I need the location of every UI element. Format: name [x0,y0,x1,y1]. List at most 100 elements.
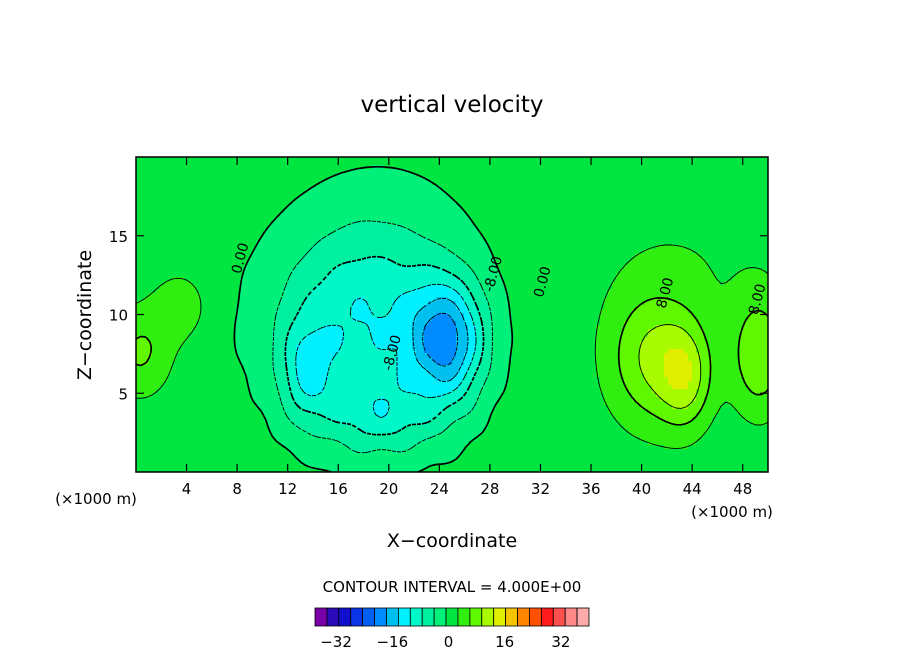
field-cell [220,321,225,326]
field-cell [176,437,181,442]
field-cell [236,189,241,194]
field-cell [300,325,305,330]
field-cell [204,189,209,194]
field-cell [228,397,233,402]
field-cell [188,409,193,414]
field-cell [252,261,257,266]
field-cell [384,453,389,458]
field-cell [260,373,265,378]
field-cell [324,309,329,314]
field-cell [136,349,141,354]
field-cell [180,257,185,262]
field-cell [140,321,145,326]
field-cell [220,161,225,166]
field-cell [260,361,265,366]
field-cell [384,365,389,370]
field-cell [376,397,381,402]
field-cell [248,265,253,270]
field-cell [208,337,213,342]
field-cell [344,173,349,178]
field-cell [176,345,181,350]
field-cell [272,273,277,278]
field-cell [224,361,229,366]
field-cell [140,161,145,166]
field-cell [268,329,273,334]
field-cell [364,453,369,458]
field-cell [228,329,233,334]
field-cell [256,425,261,430]
field-cell [200,281,205,286]
field-cell [376,233,381,238]
field-cell [312,261,317,266]
field-cell [180,413,185,418]
field-cell [192,245,197,250]
field-cell [368,209,373,214]
field-cell [336,209,341,214]
field-cell [312,441,317,446]
field-cell [372,365,377,370]
field-cell [352,189,357,194]
field-cell [384,269,389,274]
field-cell [340,353,345,358]
field-cell [156,369,161,374]
field-cell [368,257,373,262]
field-cell [284,293,289,298]
field-cell [292,441,297,446]
field-cell [232,373,237,378]
field-cell [336,281,341,286]
field-cell [232,273,237,278]
field-cell [356,409,361,414]
field-cell [320,425,325,430]
field-cell [188,301,193,306]
field-cell [372,177,377,182]
field-cell [204,461,209,466]
field-cell [368,317,373,322]
field-cell [252,349,257,354]
field-cell [336,317,341,322]
field-cell [212,325,217,330]
field-cell [360,273,365,278]
field-cell [256,321,261,326]
field-cell [160,433,165,438]
field-cell [244,217,249,222]
field-cell [252,345,257,350]
field-cell [276,253,281,258]
field-cell [292,461,297,466]
field-cell [380,193,385,198]
field-cell [380,317,385,322]
field-cell [176,281,181,286]
field-cell [324,269,329,274]
field-cell [164,281,169,286]
field-cell [164,165,169,170]
field-cell [352,249,357,254]
field-cell [384,441,389,446]
field-cell [192,213,197,218]
field-cell [384,285,389,290]
field-cell [336,297,341,302]
field-cell [224,293,229,298]
field-cell [368,241,373,246]
field-cell [172,189,177,194]
field-cell [236,321,241,326]
field-cell [244,197,249,202]
field-cell [376,457,381,462]
field-cell [192,417,197,422]
field-cell [168,181,173,186]
field-cell [180,425,185,430]
field-cell [168,365,173,370]
field-cell [344,437,349,442]
field-cell [348,277,353,282]
field-cell [324,369,329,374]
field-cell [192,461,197,466]
field-cell [332,421,337,426]
field-cell [328,161,333,166]
field-cell [252,309,257,314]
field-cell [356,289,361,294]
field-cell [376,261,381,266]
field-cell [324,313,329,318]
field-cell [280,261,285,266]
field-cell [328,201,333,206]
field-cell [360,373,365,378]
field-cell [140,253,145,258]
field-cell [328,449,333,454]
